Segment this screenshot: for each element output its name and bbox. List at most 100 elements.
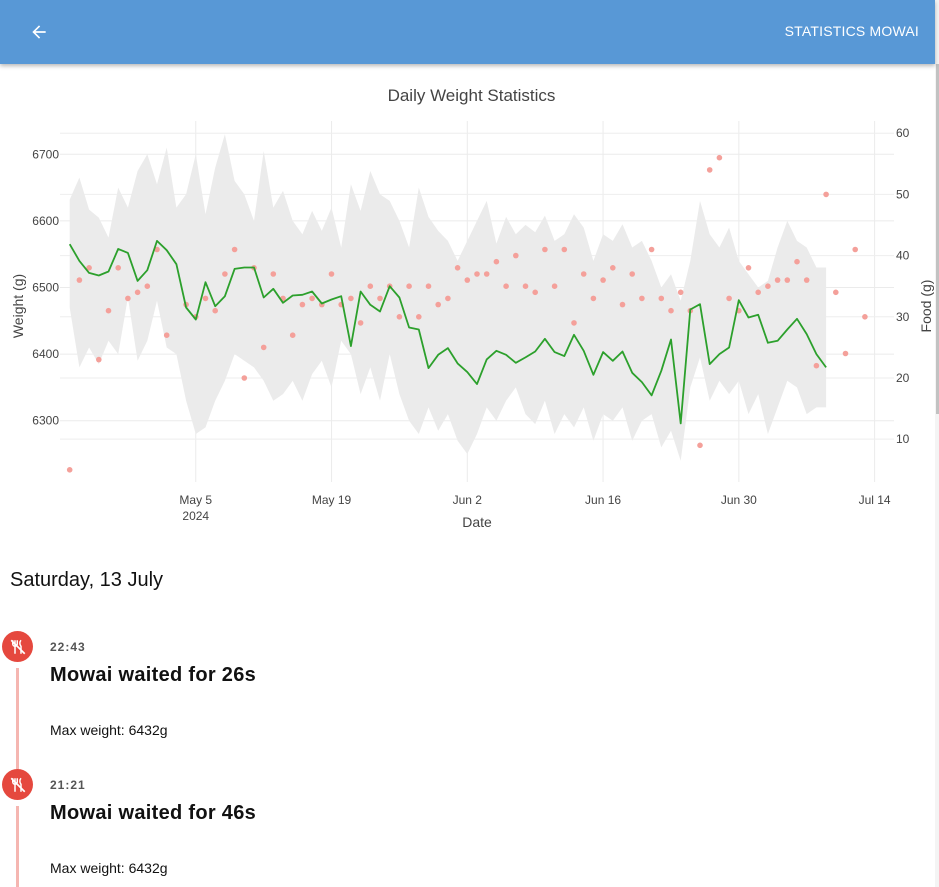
weight-chart: 6300 6400 6500 6600 6700 10 20 30 40 50 60 May 5 202… [0, 64, 939, 544]
y2-tick-label: 20 [896, 371, 910, 385]
food-point [231, 246, 238, 253]
food-point [445, 295, 451, 302]
food-point [532, 289, 538, 296]
food-point [765, 283, 771, 289]
x-tick-sublabel: 2024 [182, 509, 209, 523]
food-point [813, 362, 820, 369]
food-point [125, 295, 131, 302]
y-tick-label: 6600 [32, 214, 59, 228]
chart-svg: 6300 6400 6500 6600 6700 10 20 30 40 50 60 May 5 202… [10, 121, 934, 530]
food-point [115, 265, 121, 271]
food-point [823, 191, 829, 198]
food-point [842, 350, 849, 357]
food-point [697, 442, 703, 449]
food-point [222, 271, 228, 277]
food-point [677, 289, 684, 296]
timeline-connector [16, 806, 19, 887]
food-point [212, 307, 218, 314]
food-point [513, 252, 519, 259]
event-time: 22:43 [50, 640, 86, 654]
y-tick-label: 6700 [32, 147, 59, 161]
food-point [76, 277, 83, 283]
event-detail: Max weight: 6432g [50, 722, 168, 738]
app-bar: STATISTICS MOWAI [0, 0, 935, 64]
page-title: STATISTICS MOWAI [784, 23, 919, 39]
food-point [522, 283, 529, 289]
food-point [668, 307, 674, 314]
food-point [745, 265, 752, 271]
y2-tick-label: 10 [896, 432, 910, 446]
y-tick-label: 6300 [32, 414, 59, 428]
food-point [454, 265, 461, 271]
weight-line [68, 240, 827, 425]
food-point [716, 154, 723, 161]
x-tick-label: May 5 [179, 493, 212, 507]
food-point [648, 246, 655, 253]
y2-tick-label: 60 [896, 126, 910, 140]
food-point [590, 295, 597, 302]
food-point [726, 295, 732, 302]
food-point [794, 258, 800, 265]
food-point [105, 307, 112, 314]
food-point [833, 289, 839, 296]
food-point [357, 320, 364, 326]
food-point [571, 320, 577, 326]
food-point [328, 271, 335, 277]
timeline-event[interactable]: 22:43 Mowai waited for 26s Max weight: 6… [0, 631, 935, 769]
food-point [610, 265, 616, 271]
food-point [144, 283, 151, 289]
y2-axis-title: Food (g) [918, 280, 934, 333]
food-point [163, 332, 170, 339]
food-point [406, 283, 412, 289]
y-tick-label: 6400 [32, 347, 59, 361]
arrow-left-icon [32, 25, 46, 39]
food-point [416, 314, 422, 320]
food-point [309, 295, 315, 302]
scrollbar[interactable] [935, 0, 939, 887]
food-point [96, 356, 102, 363]
food-point [474, 271, 480, 277]
food-point [561, 246, 568, 253]
food-point [619, 301, 626, 308]
food-point [260, 344, 267, 351]
event-badge [2, 769, 33, 800]
x-tick-label: Jun 16 [585, 493, 621, 507]
scrollbar-thumb[interactable] [936, 64, 939, 414]
food-point [270, 271, 277, 277]
food-point [66, 467, 73, 473]
food-point [483, 271, 490, 277]
y-axis-title: Weight (g) [10, 274, 26, 338]
food-point [86, 265, 92, 271]
no-food-icon [10, 639, 25, 654]
food-point [154, 246, 160, 253]
food-point [435, 301, 442, 308]
food-point [803, 277, 810, 283]
y2-tick-label: 40 [896, 249, 910, 263]
day-heading: Saturday, 13 July [10, 569, 164, 591]
food-point [367, 283, 374, 289]
food-point [202, 295, 209, 302]
chart-title: Daily Weight Statistics [387, 86, 556, 105]
food-point [348, 295, 354, 302]
x-tick-label: Jul 14 [859, 493, 891, 507]
food-point [755, 289, 761, 296]
food-point [774, 277, 781, 283]
food-point [299, 301, 306, 308]
food-point [289, 332, 296, 339]
food-point [580, 271, 587, 277]
no-food-icon [10, 777, 25, 792]
timeline-connector [16, 668, 19, 769]
food-point [464, 277, 471, 283]
food-point [241, 375, 248, 381]
food-point [377, 295, 383, 302]
food-point [551, 283, 558, 289]
x-tick-label: Jun 2 [453, 493, 483, 507]
food-point [503, 283, 509, 289]
event-time: 21:21 [50, 778, 86, 792]
food-point [134, 289, 141, 296]
event-detail: Max weight: 6432g [50, 860, 168, 876]
food-point [493, 258, 500, 265]
back-button[interactable] [22, 15, 56, 49]
y2-tick-label: 30 [896, 310, 910, 324]
timeline-event[interactable]: 21:21 Mowai waited for 46s Max weight: 6… [0, 769, 935, 887]
